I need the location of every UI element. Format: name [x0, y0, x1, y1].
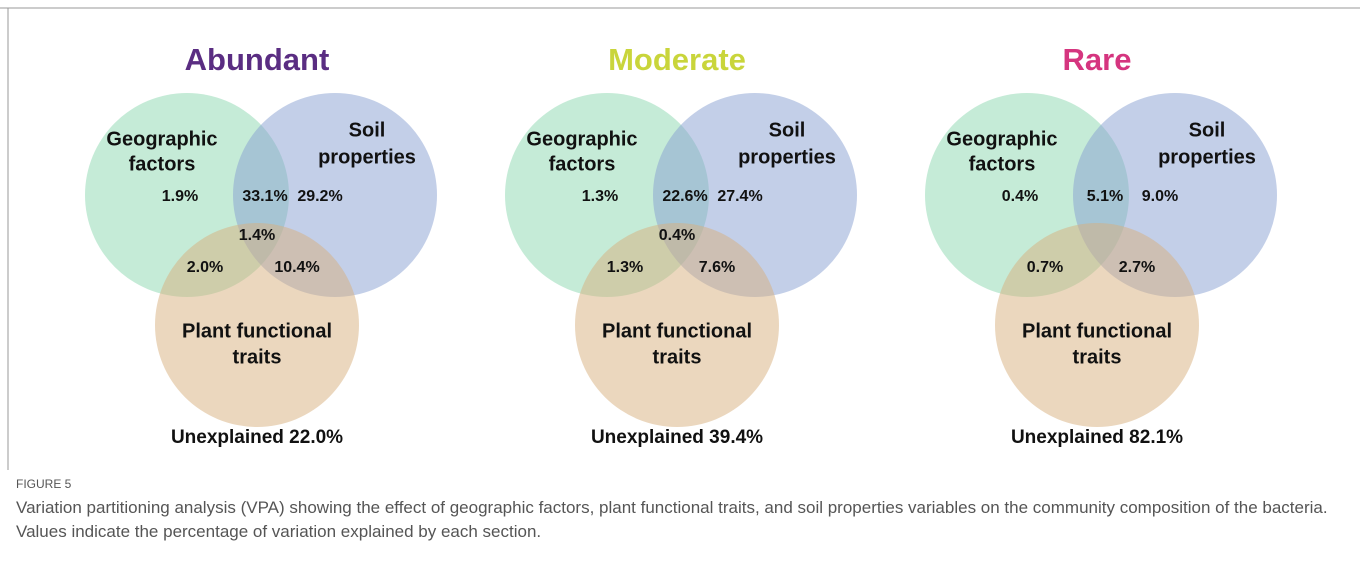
set-label: Soil [769, 119, 806, 141]
set-label: Geographic [106, 128, 217, 150]
set-label: traits [653, 346, 702, 368]
venn-circle [995, 223, 1199, 427]
region-value: 2.7% [1119, 259, 1155, 276]
set-label: Soil [349, 119, 386, 141]
panel-title: Abundant [185, 42, 330, 77]
set-label: Plant functional [182, 320, 332, 342]
region-value: 0.7% [1027, 259, 1063, 276]
region-value: 9.0% [1142, 188, 1178, 205]
set-label: Geographic [946, 128, 1057, 150]
set-label: Geographic [526, 128, 637, 150]
unexplained: Unexplained 22.0% [171, 427, 343, 448]
region-value: 10.4% [274, 259, 319, 276]
set-label: factors [129, 153, 196, 175]
figure: Abundant Geographic factors Soil properties P… [0, 7, 1360, 470]
panel-title: Moderate [608, 42, 746, 77]
venn-circle [155, 223, 359, 427]
unexplained: Unexplained 82.1% [1011, 427, 1183, 448]
region-value: 2.0% [187, 259, 223, 276]
set-label: properties [738, 146, 836, 168]
region-value: 0.4% [659, 227, 695, 244]
region-value: 7.6% [699, 259, 735, 276]
unexplained: Unexplained 39.4% [591, 427, 763, 448]
set-label: properties [318, 146, 416, 168]
region-value: 1.4% [239, 227, 275, 244]
set-label: traits [233, 346, 282, 368]
region-value: 1.3% [607, 259, 643, 276]
set-label: traits [1073, 346, 1122, 368]
venn-circle [575, 223, 779, 427]
region-value: 0.4% [1002, 188, 1038, 205]
region-value: 1.9% [162, 188, 198, 205]
region-value: 1.3% [582, 188, 618, 205]
set-label: factors [549, 153, 616, 175]
set-label: factors [969, 153, 1036, 175]
set-label: Plant functional [602, 320, 752, 342]
region-value: 27.4% [717, 188, 762, 205]
caption-label: FIGURE 5 [16, 477, 72, 491]
region-value: 29.2% [297, 188, 342, 205]
set-label: Soil [1189, 119, 1226, 141]
set-label: Plant functional [1022, 320, 1172, 342]
region-value: 22.6% [662, 188, 707, 205]
caption: Variation partitioning analysis (VPA) sh… [16, 498, 1328, 541]
region-value: 5.1% [1087, 188, 1123, 205]
panel-title: Rare [1063, 42, 1132, 77]
set-label: properties [1158, 146, 1256, 168]
region-value: 33.1% [242, 188, 287, 205]
